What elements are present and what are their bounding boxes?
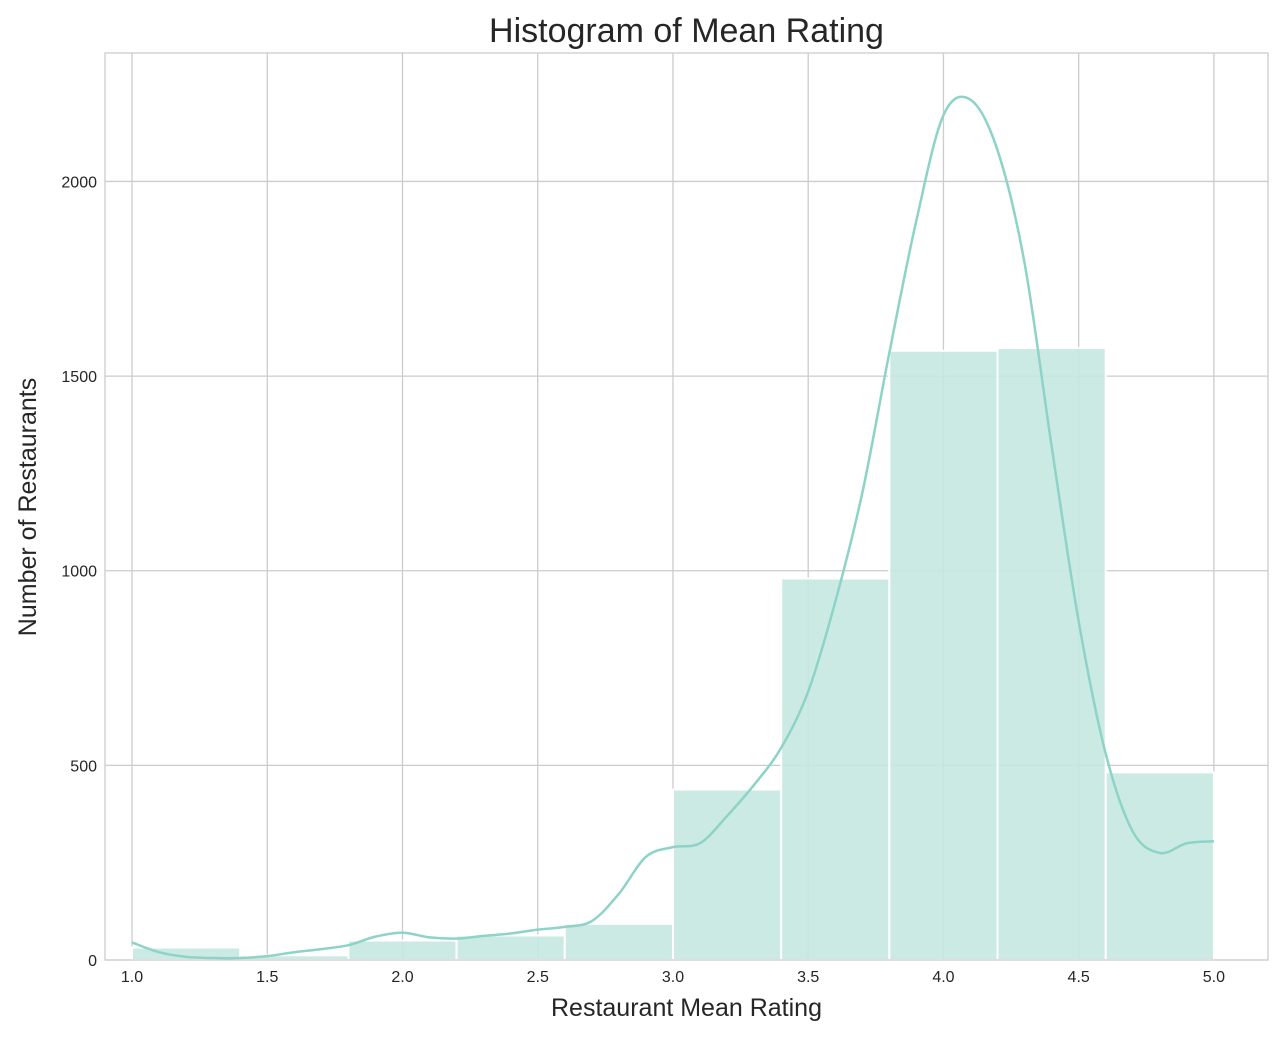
x-tick-label-2: 2.0 [391,969,413,986]
x-axis-label: Restaurant Mean Rating [551,994,822,1022]
x-tick-label-6: 4.0 [932,969,954,986]
x-tick-labels: 1.0 1.5 2.0 2.5 3.0 3.5 4.0 4.5 5.0 [121,969,1225,986]
y-tick-label-0: 0 [88,953,97,970]
plot-frame [104,52,1269,961]
x-tick-label-0: 1.0 [121,969,143,986]
histogram-bar-5 [671,788,783,961]
x-tick-label-7: 4.5 [1068,969,1090,986]
histogram-bar-6 [780,577,891,961]
y-tick-label-2: 1000 [61,564,97,581]
histogram-bar-9 [1104,771,1215,962]
y-tick-labels: 0 500 1000 1500 2000 [61,174,97,970]
histogram-bar-2 [347,939,458,962]
y-axis-label: Number of Restaurants [14,378,42,636]
x-tick-label-5: 3.5 [797,969,819,986]
x-tick-label-4: 3.0 [662,969,684,986]
kde-curve [131,95,1214,960]
x-tick-label-1: 1.5 [256,969,278,986]
y-tick-label-4: 2000 [61,174,97,191]
x-tick-label-3: 2.5 [527,969,549,986]
histogram-bar-7 [888,349,999,961]
histogram-bar-3 [455,934,566,961]
x-tick-label-8: 5.0 [1203,969,1225,986]
histogram-bar-4 [563,922,674,961]
y-tick-label-3: 1500 [61,369,97,386]
y-tick-label-1: 500 [70,758,97,775]
chart-title: Histogram of Mean Rating [489,12,884,50]
